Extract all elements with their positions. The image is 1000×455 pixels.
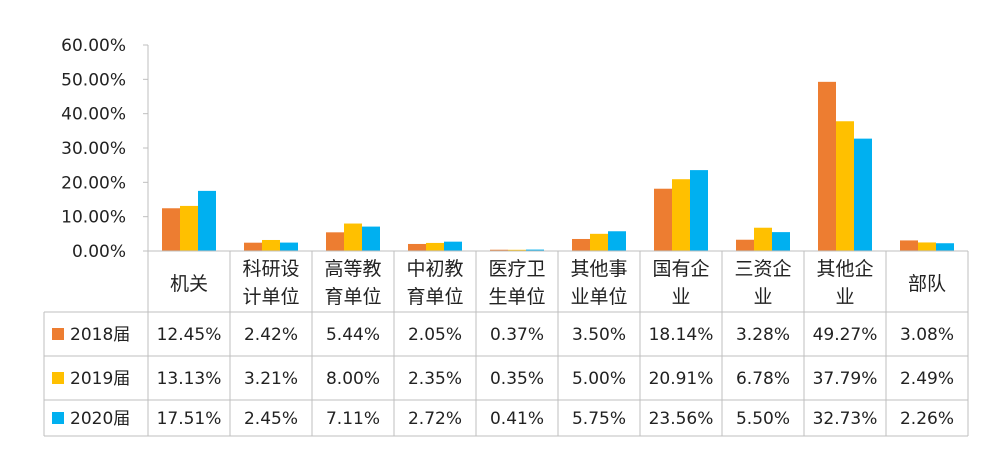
data-label: 5.75%: [572, 409, 626, 429]
data-label: 2.72%: [408, 409, 462, 429]
bar: [180, 205, 198, 251]
bar: [900, 240, 918, 251]
data-label: 2.26%: [900, 409, 954, 429]
category-label: 医疗卫: [488, 258, 545, 280]
data-label: 5.00%: [572, 369, 626, 389]
bar: [280, 242, 298, 251]
bar: [244, 242, 262, 251]
category-label: 中初教: [406, 258, 463, 280]
category-label: 育单位: [406, 286, 463, 308]
category-label: 国有企: [652, 258, 709, 280]
bar: [736, 239, 754, 251]
legend-label: 2018届: [70, 325, 130, 345]
data-label: 37.79%: [813, 369, 878, 389]
data-label: 49.27%: [813, 325, 878, 345]
data-label: 2.45%: [244, 409, 298, 429]
bar: [426, 242, 444, 251]
y-tick-label: 40.00%: [61, 105, 126, 125]
bar: [836, 121, 854, 251]
bar: [572, 238, 590, 251]
category-label: 其他事: [570, 258, 627, 280]
data-label: 6.78%: [736, 369, 790, 389]
bar: [936, 243, 954, 251]
data-label: 23.56%: [649, 409, 714, 429]
legend-swatch: [52, 412, 64, 424]
bar: [918, 242, 936, 251]
bar: [608, 231, 626, 251]
legend-swatch: [52, 372, 64, 384]
y-tick-label: 20.00%: [61, 173, 126, 193]
bar: [508, 249, 526, 251]
bar: [344, 223, 362, 251]
data-label: 13.13%: [157, 369, 222, 389]
data-label: 18.14%: [649, 325, 714, 345]
category-label: 业: [835, 286, 854, 308]
category-label: 业: [753, 286, 772, 308]
data-label: 3.28%: [736, 325, 790, 345]
category-label: 其他企: [816, 258, 873, 280]
data-label: 5.50%: [736, 409, 790, 429]
data-label: 2.49%: [900, 369, 954, 389]
y-tick-label: 30.00%: [61, 139, 126, 159]
category-label: 三资企: [734, 258, 791, 280]
bar: [854, 138, 872, 251]
bar: [818, 81, 836, 252]
category-label: 业: [671, 286, 690, 308]
data-label: 32.73%: [813, 409, 878, 429]
bar: [326, 232, 344, 251]
category-label: 机关: [170, 273, 208, 295]
bar: [490, 249, 508, 251]
data-label: 0.41%: [490, 409, 544, 429]
data-label: 0.35%: [490, 369, 544, 389]
y-tick-label: 0.00%: [72, 242, 126, 262]
y-tick-label: 60.00%: [61, 36, 126, 56]
data-label: 8.00%: [326, 369, 380, 389]
bar: [772, 232, 790, 251]
data-label: 12.45%: [157, 325, 222, 345]
category-label: 部队: [908, 273, 946, 295]
bar: [672, 179, 690, 251]
y-tick-label: 10.00%: [61, 208, 126, 228]
bar: [162, 208, 180, 251]
bar: [690, 170, 708, 251]
data-label: 3.08%: [900, 325, 954, 345]
bar: [198, 190, 216, 251]
data-label: 17.51%: [157, 409, 222, 429]
category-label: 育单位: [324, 286, 381, 308]
bar: [754, 227, 772, 251]
data-label: 0.37%: [490, 325, 544, 345]
legend-label: 2020届: [70, 409, 130, 429]
category-label: 科研设: [242, 258, 299, 280]
data-label: 20.91%: [649, 369, 714, 389]
data-label: 2.05%: [408, 325, 462, 345]
category-label: 生单位: [488, 286, 545, 308]
bar: [444, 241, 462, 251]
bar: [590, 233, 608, 251]
bar: [362, 226, 380, 251]
category-label: 高等教: [324, 258, 381, 280]
data-label: 5.44%: [326, 325, 380, 345]
data-label: 2.42%: [244, 325, 298, 345]
data-label: 3.21%: [244, 369, 298, 389]
bar: [526, 249, 544, 251]
data-label: 3.50%: [572, 325, 626, 345]
category-label: 业单位: [570, 286, 627, 308]
bar: [262, 239, 280, 251]
legend-swatch: [52, 328, 64, 340]
legend-label: 2019届: [70, 369, 130, 389]
category-label: 计单位: [242, 286, 299, 308]
y-tick-label: 50.00%: [61, 70, 126, 90]
data-label: 2.35%: [408, 369, 462, 389]
data-label: 7.11%: [326, 409, 380, 429]
bar: [408, 243, 426, 251]
bar: [654, 188, 672, 251]
